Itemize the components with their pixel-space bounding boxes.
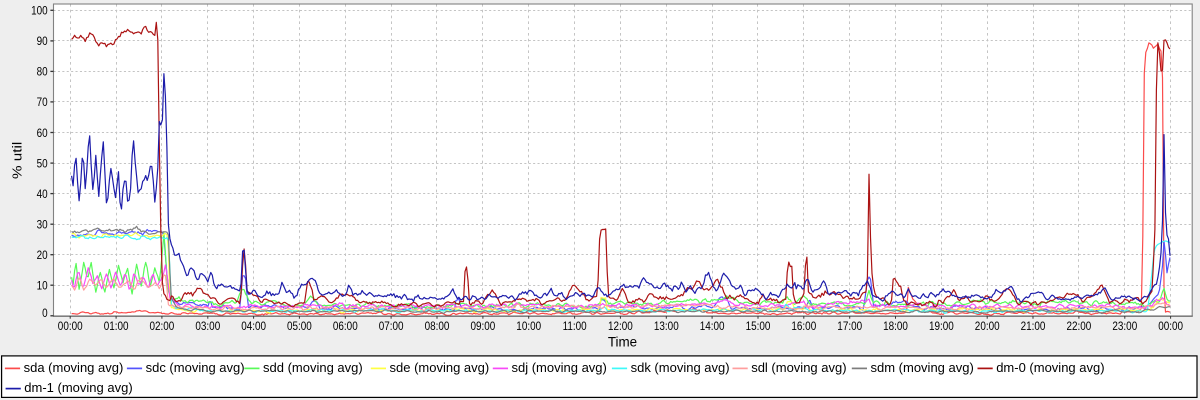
svg-text:dm-0 (moving avg): dm-0 (moving avg) (996, 360, 1104, 375)
svg-text:sdc (moving avg): sdc (moving avg) (146, 360, 245, 375)
svg-text:03:00: 03:00 (195, 320, 220, 333)
svg-text:06:00: 06:00 (333, 320, 358, 333)
svg-text:% util: % util (10, 142, 24, 179)
svg-text:21:00: 21:00 (1021, 320, 1046, 333)
svg-text:0: 0 (42, 307, 48, 320)
svg-text:04:00: 04:00 (241, 320, 266, 333)
svg-text:10:00: 10:00 (516, 320, 541, 333)
svg-text:90: 90 (37, 35, 48, 48)
svg-text:sdd (moving avg): sdd (moving avg) (263, 360, 363, 375)
svg-text:11:00: 11:00 (563, 320, 587, 333)
svg-text:00:00: 00:00 (58, 320, 83, 333)
svg-text:19:00: 19:00 (929, 320, 954, 333)
svg-text:17:00: 17:00 (837, 320, 862, 333)
svg-text:10: 10 (37, 280, 48, 293)
svg-text:18:00: 18:00 (883, 320, 908, 333)
svg-text:sdl (moving avg): sdl (moving avg) (751, 360, 846, 375)
svg-text:70: 70 (37, 96, 48, 109)
svg-text:05:00: 05:00 (287, 320, 312, 333)
svg-text:60: 60 (37, 127, 48, 140)
svg-text:50: 50 (37, 157, 48, 170)
svg-text:30: 30 (37, 219, 48, 232)
svg-text:02:00: 02:00 (149, 320, 174, 333)
svg-text:80: 80 (37, 66, 48, 79)
svg-text:sde (moving avg): sde (moving avg) (390, 360, 490, 375)
svg-text:20:00: 20:00 (975, 320, 1000, 333)
svg-text:100: 100 (31, 5, 48, 18)
svg-text:40: 40 (37, 188, 48, 201)
svg-text:00:00: 00:00 (1158, 320, 1183, 333)
svg-text:20: 20 (37, 249, 48, 262)
svg-text:09:00: 09:00 (470, 320, 495, 333)
svg-text:16:00: 16:00 (791, 320, 816, 333)
svg-text:Time: Time (608, 334, 637, 349)
svg-text:13:00: 13:00 (654, 320, 679, 333)
svg-text:dm-1 (moving avg): dm-1 (moving avg) (24, 380, 132, 395)
svg-text:sdj (moving avg): sdj (moving avg) (512, 360, 607, 375)
svg-text:22:00: 22:00 (1066, 320, 1091, 333)
svg-text:07:00: 07:00 (379, 320, 404, 333)
svg-text:sdm (moving avg): sdm (moving avg) (871, 360, 974, 375)
svg-text:08:00: 08:00 (425, 320, 450, 333)
svg-text:sda (moving avg): sda (moving avg) (24, 360, 124, 375)
svg-text:14:00: 14:00 (700, 320, 725, 333)
svg-text:15:00: 15:00 (746, 320, 771, 333)
svg-text:sdk (moving avg): sdk (moving avg) (631, 360, 730, 375)
svg-text:12:00: 12:00 (608, 320, 633, 333)
svg-text:23:00: 23:00 (1112, 320, 1137, 333)
svg-text:01:00: 01:00 (104, 320, 129, 333)
